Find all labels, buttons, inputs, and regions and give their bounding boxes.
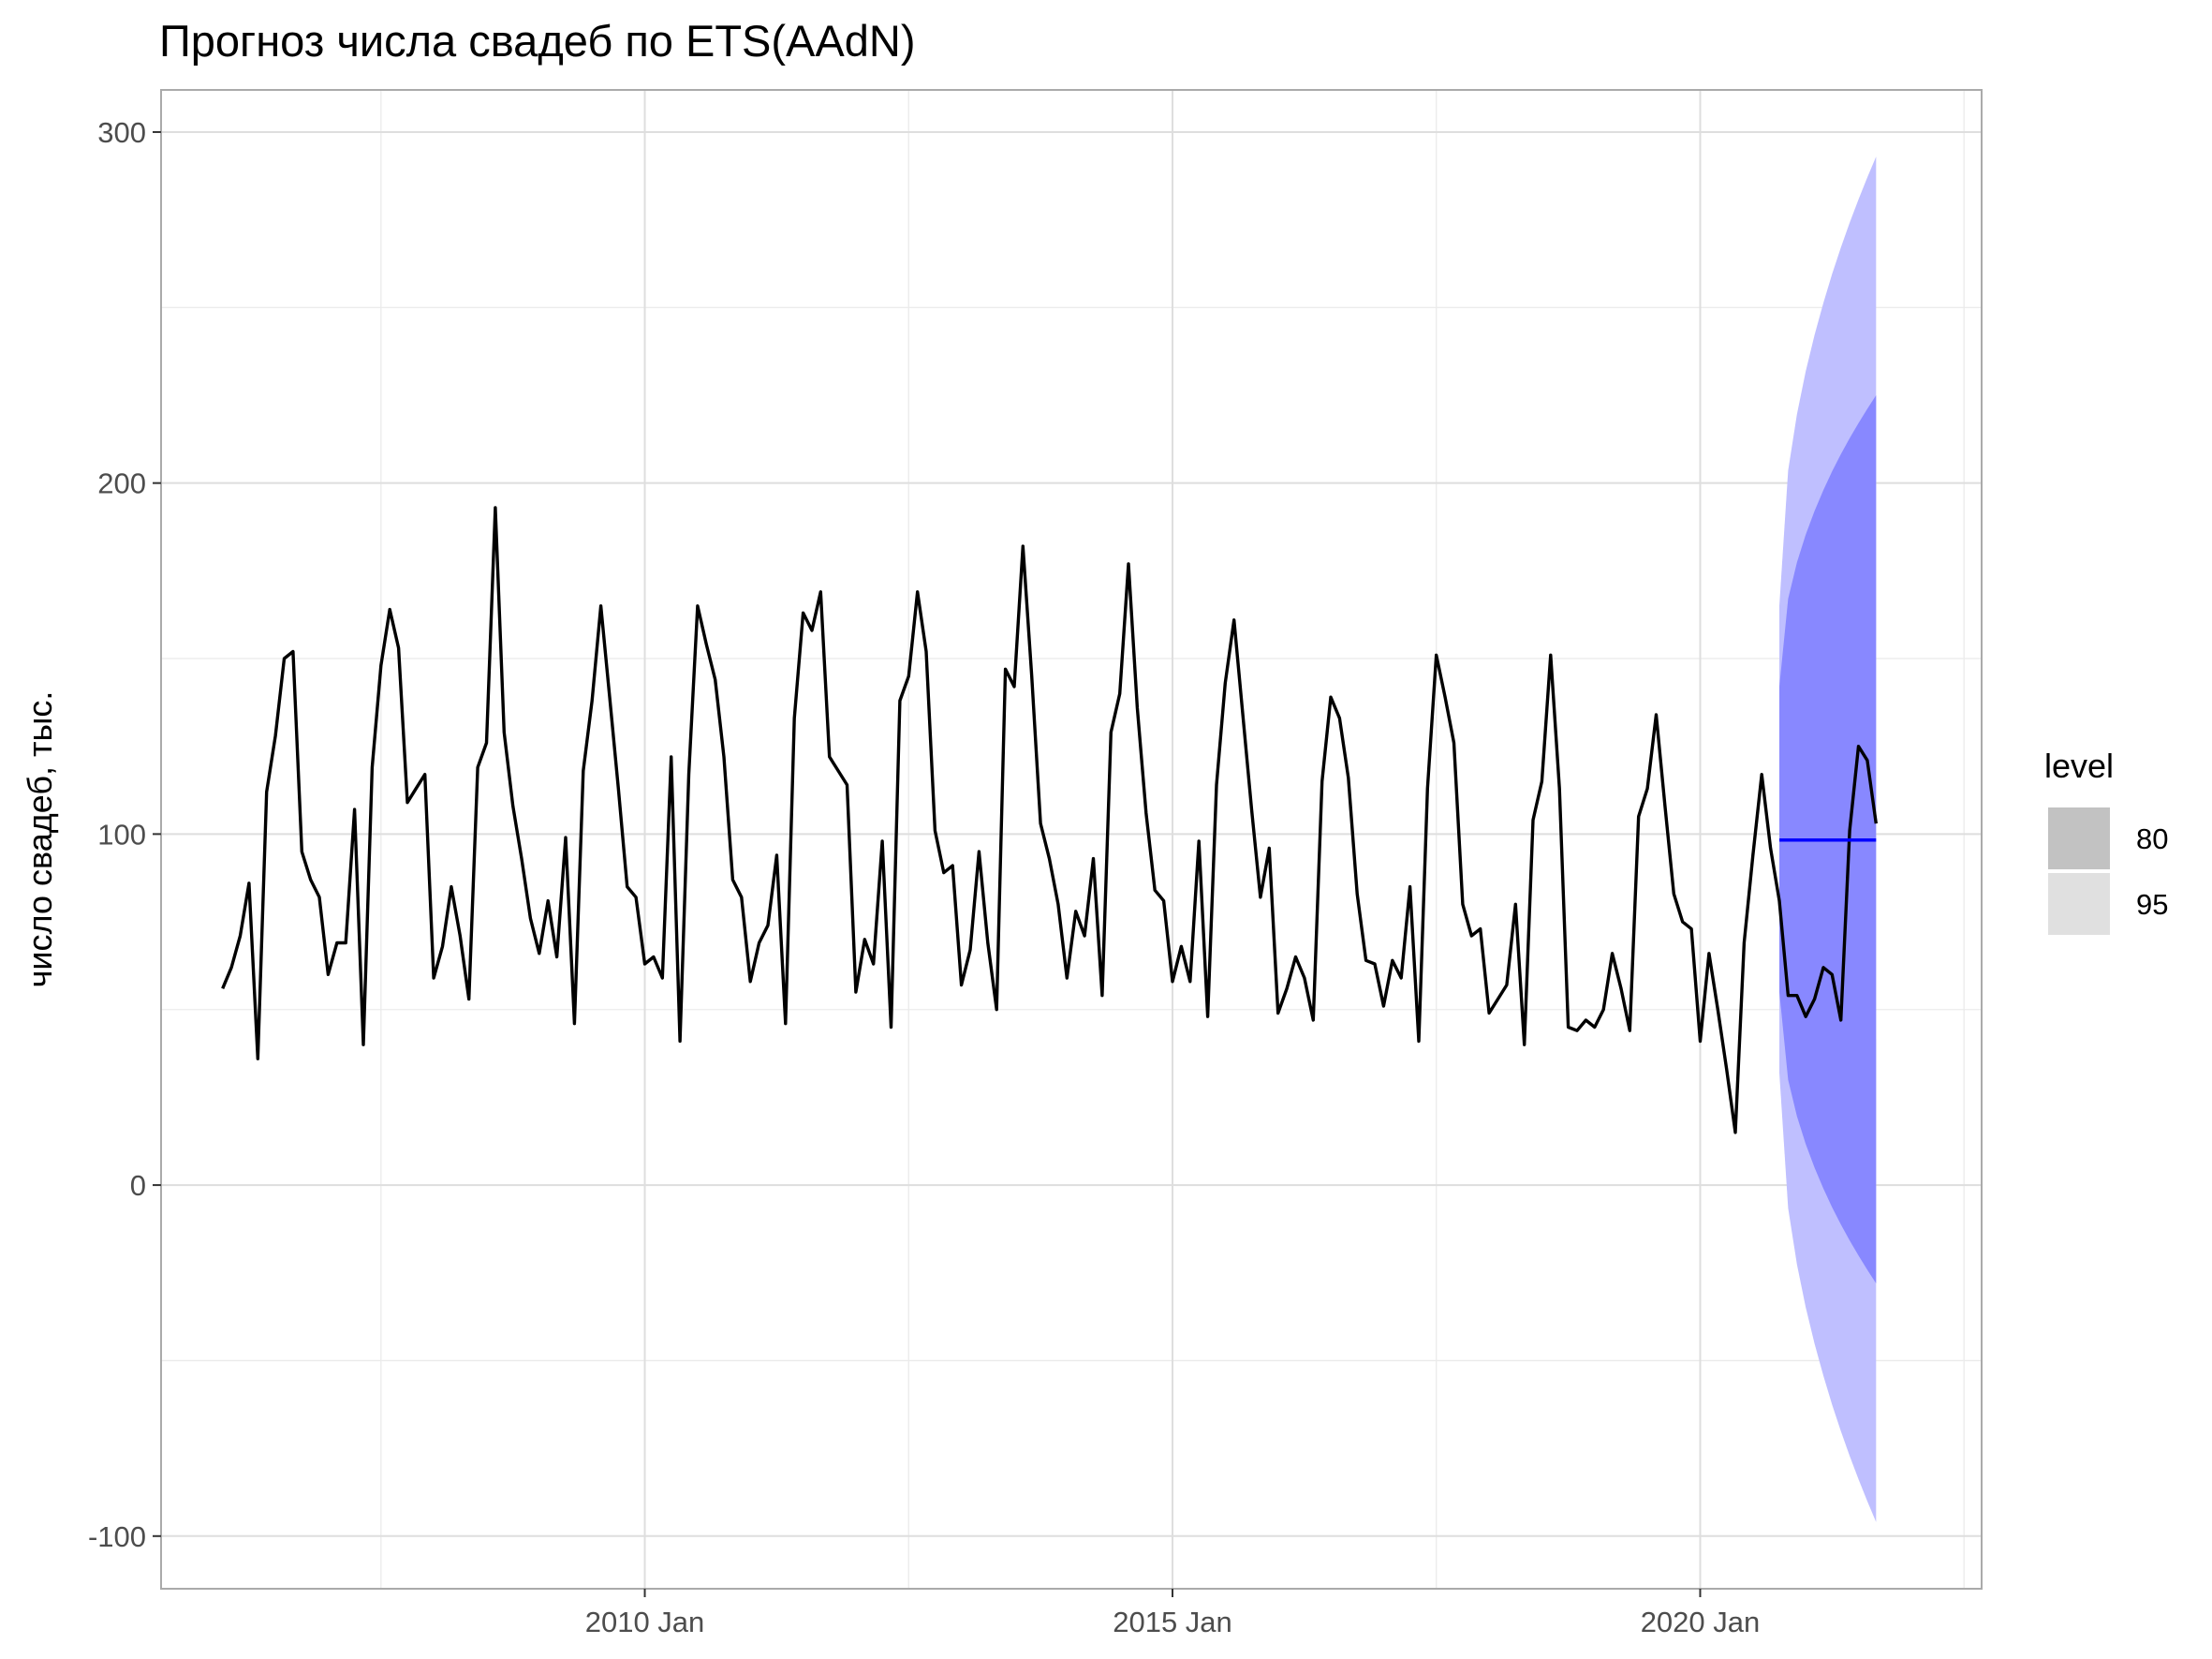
y-tick-label: 300 (97, 116, 146, 149)
legend-label-80: 80 (2136, 822, 2168, 855)
legend-swatch-95 (2048, 873, 2110, 935)
x-tick-label: 2010 Jan (585, 1606, 705, 1638)
x-tick-label: 2020 Jan (1641, 1606, 1761, 1638)
x-axis-ticks: 2010 Jan 2015 Jan 2020 Jan (585, 1589, 1761, 1638)
chart-title: Прогноз числа свадеб по ETS(AAdN) (159, 16, 915, 66)
legend: level 80 95 (2044, 747, 2168, 937)
y-tick-label: 100 (97, 818, 146, 851)
y-tick-label: -100 (88, 1520, 146, 1553)
grid-lines (161, 90, 1982, 1589)
y-tick-label: 0 (130, 1169, 146, 1202)
plot-panel-border (160, 89, 1983, 1590)
y-axis-label: число свадеб, тыс. (21, 691, 59, 988)
y-tick-label: 200 (97, 467, 146, 500)
legend-label-95: 95 (2136, 888, 2168, 921)
y-axis-ticks: 300 200 100 0 -100 (88, 116, 161, 1553)
legend-swatch-80 (2048, 807, 2110, 869)
history-line (221, 506, 1878, 1134)
legend-title: level (2044, 747, 2114, 785)
x-tick-label: 2015 Jan (1113, 1606, 1232, 1638)
series-lines (221, 506, 1878, 1134)
